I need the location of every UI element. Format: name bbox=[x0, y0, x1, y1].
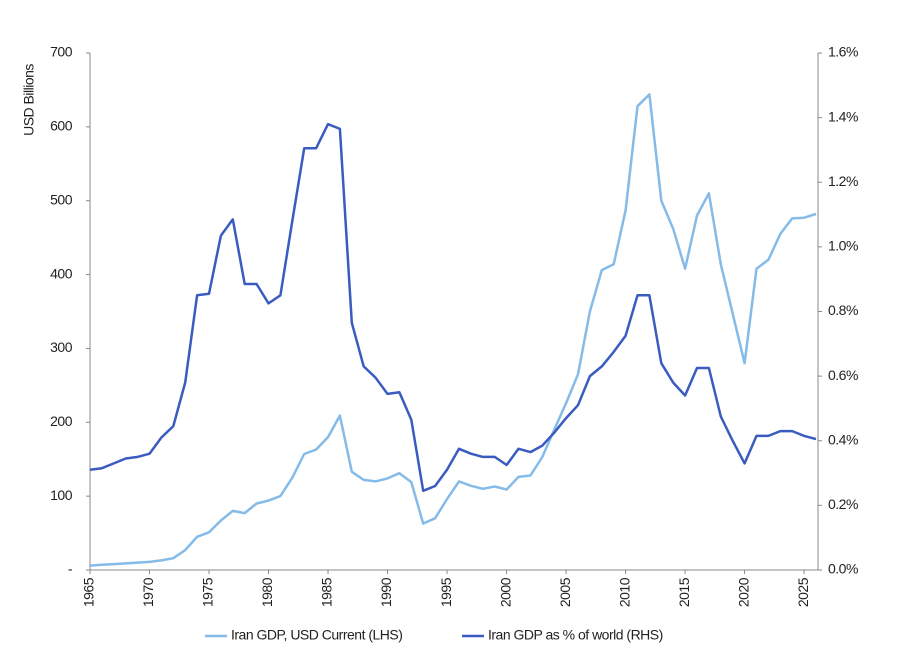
x-tick-label: 1980 bbox=[259, 577, 275, 607]
line-series bbox=[89, 93, 817, 567]
y-tick-label: 700 bbox=[50, 44, 73, 60]
y2-tick-label: 0.2% bbox=[828, 496, 858, 512]
x-tick-label: 2025 bbox=[795, 577, 811, 607]
y2-tick-label: 1.0% bbox=[828, 238, 858, 254]
x-tick-label: 1990 bbox=[378, 577, 394, 607]
x-tick-label: 2020 bbox=[735, 577, 751, 607]
y2-tick-label: 0.0% bbox=[828, 561, 858, 577]
x-tick-label: 1995 bbox=[438, 577, 454, 607]
legend-label: Iran GDP as % of world (RHS) bbox=[488, 627, 663, 643]
x-tick-label: 1970 bbox=[140, 577, 156, 607]
x-tick-label: 2010 bbox=[616, 577, 632, 607]
x-tick-label: 1965 bbox=[81, 577, 97, 607]
legend-label: Iran GDP, USD Current (LHS) bbox=[231, 627, 402, 643]
y-tick-label: 500 bbox=[50, 191, 73, 207]
line-series bbox=[89, 122, 817, 493]
y2-tick-label: 1.4% bbox=[828, 108, 858, 124]
y-axis-label: USD Billions bbox=[21, 64, 37, 136]
y-tick-label: 100 bbox=[50, 487, 73, 503]
y-tick-label: 400 bbox=[50, 265, 73, 281]
y-tick-label: - bbox=[68, 561, 73, 577]
y-tick-label: 300 bbox=[50, 339, 73, 355]
x-tick-label: 2015 bbox=[676, 577, 692, 607]
x-tick-label: 2005 bbox=[557, 577, 573, 607]
y2-tick-label: 1.6% bbox=[828, 44, 858, 60]
y2-tick-label: 1.2% bbox=[828, 173, 858, 189]
y2-tick-label: 0.4% bbox=[828, 431, 858, 447]
x-tick-label: 1975 bbox=[200, 577, 216, 607]
x-tick-label: 1985 bbox=[319, 577, 335, 607]
y2-tick-label: 0.8% bbox=[828, 302, 858, 318]
y-tick-label: 600 bbox=[50, 118, 73, 134]
y-tick-label: 200 bbox=[50, 413, 73, 429]
x-tick-label: 2000 bbox=[497, 577, 513, 607]
y2-tick-label: 0.6% bbox=[828, 367, 858, 383]
